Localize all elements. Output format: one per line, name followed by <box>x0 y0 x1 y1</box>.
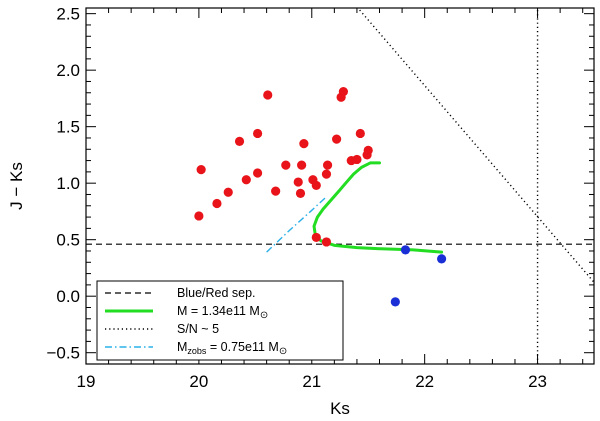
x-tick-label: 22 <box>415 372 434 391</box>
red-point <box>352 154 362 165</box>
red-point <box>194 211 204 221</box>
red-point <box>252 128 263 139</box>
y-tick-label: 0.0 <box>56 287 80 306</box>
red-point <box>338 87 348 97</box>
red-point <box>241 175 251 185</box>
points-layer <box>194 87 447 307</box>
sun-symbol: ⊙ <box>260 310 268 321</box>
x-axis-title: Ks <box>330 399 350 418</box>
y-tick-label: 0.5 <box>56 231 80 250</box>
y-axis-title: J − Ks <box>7 162 26 210</box>
blue-point <box>437 254 447 264</box>
x-tick-label: 20 <box>189 372 208 391</box>
y-tick-label: 2.0 <box>56 61 80 80</box>
x-tick-label: 21 <box>302 372 321 391</box>
plot-frame <box>85 7 595 365</box>
red-point <box>321 169 332 179</box>
y-tick-label: 2.5 <box>56 5 80 24</box>
legend-label-mass-zobs-rest: = 0.75e11 M <box>206 340 278 354</box>
sun-symbol: ⊙ <box>279 346 287 357</box>
red-point <box>293 177 303 187</box>
ticks-layer: 19 20 21 22 23 −0.5 0.0 0.5 1.0 1.5 2.0 2.5 <box>46 5 594 391</box>
red-point <box>311 180 321 191</box>
red-point <box>322 160 333 170</box>
red-point <box>332 134 342 144</box>
legend-label-mass-zobs: Mzobs = 0.75e11 M⊙ <box>177 340 287 357</box>
series-line-dashdot-3 <box>266 196 327 253</box>
x-tick-label: 19 <box>77 372 96 391</box>
lines-layer <box>86 8 594 364</box>
legend-label-mass-zobs-m: M <box>177 340 187 354</box>
x-tick-label: 23 <box>528 372 547 391</box>
red-point <box>252 168 263 178</box>
legend-label-sn: S/N ~ 5 <box>177 322 219 336</box>
red-point <box>299 139 309 149</box>
series-line-dotted-2 <box>356 8 594 284</box>
red-point <box>321 237 332 247</box>
red-point <box>311 232 321 243</box>
legend-label-mass-134-main: M = 1.34e11 M <box>177 304 260 318</box>
legend-label-zobs-subscript: zobs <box>187 346 207 356</box>
red-point <box>196 165 206 175</box>
red-point <box>363 145 373 155</box>
red-point <box>281 160 291 170</box>
red-point <box>297 160 307 170</box>
series-line-solid-1 <box>312 161 444 254</box>
red-point <box>234 136 245 146</box>
red-point <box>355 128 365 139</box>
y-tick-label: −0.5 <box>46 344 80 363</box>
red-point <box>295 188 306 198</box>
y-tick-label: 1.5 <box>56 118 80 137</box>
legend-label-mass-134: M = 1.34e11 M⊙ <box>177 304 268 321</box>
blue-point <box>400 245 411 255</box>
red-point <box>271 186 281 196</box>
legend: Blue/Red sep. M = 1.34e11 M⊙ S/N ~ 5 Mzo… <box>96 280 344 361</box>
red-point <box>212 198 222 209</box>
red-point <box>263 90 273 100</box>
legend-label-blue-red-sep: Blue/Red sep. <box>177 286 256 300</box>
y-tick-label: 1.0 <box>56 174 80 193</box>
blue-point <box>390 297 400 307</box>
red-point <box>223 187 233 197</box>
